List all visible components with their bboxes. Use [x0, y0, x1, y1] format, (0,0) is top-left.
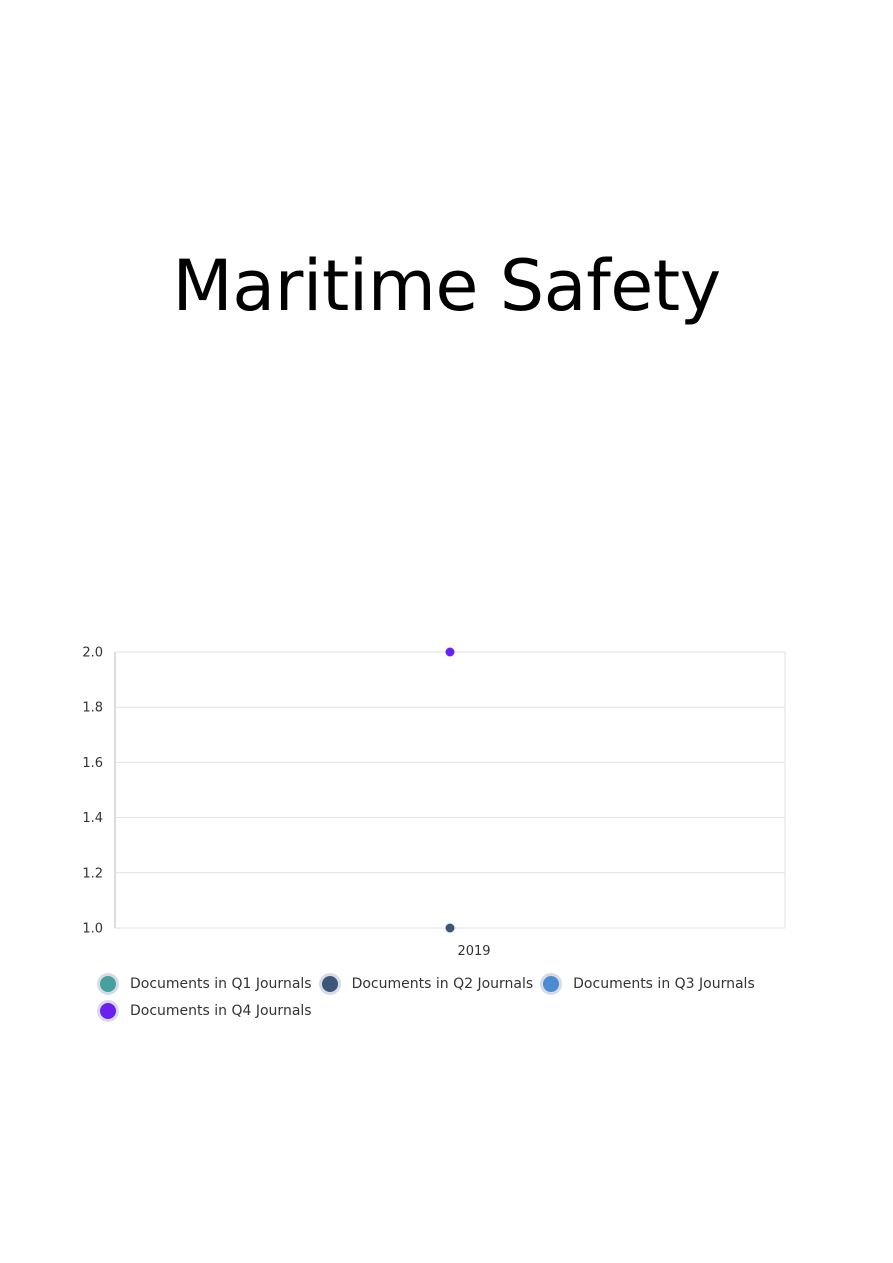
tick-labels: 1.0 1.2 1.4 1.6 1.8 2.0 2019: [82, 646, 490, 960]
data-points: [445, 647, 455, 933]
y-tick-label: 2.0: [82, 646, 103, 661]
legend-item[interactable]: Documents in Q3 Journals: [539, 972, 755, 995]
data-point: [445, 923, 455, 933]
legend-label: Documents in Q1 Journals: [130, 975, 312, 992]
y-tick-label: 1.0: [82, 922, 103, 937]
legend-label: Documents in Q3 Journals: [573, 975, 755, 992]
legend-row: Documents in Q4 Journals: [96, 997, 796, 1024]
y-tick-label: 1.8: [82, 701, 103, 716]
legend-swatch-icon: [318, 972, 341, 995]
page-title: Maritime Safety: [172, 245, 721, 327]
x-tick-label: 2019: [457, 944, 490, 959]
chart-legend: Documents in Q1 Journals Documents in Q2 …: [96, 970, 796, 1024]
grid-lines: [115, 651, 785, 929]
y-tick-label: 1.2: [82, 866, 103, 881]
legend-item[interactable]: Documents in Q1 Journals: [96, 972, 312, 995]
legend-item[interactable]: Documents in Q4 Journals: [96, 999, 312, 1022]
legend-swatch-icon: [97, 999, 119, 1022]
legend-label: Documents in Q2 Journals: [351, 975, 534, 992]
legend-swatch-icon: [97, 972, 119, 995]
legend-label: Documents in Q4 Journals: [130, 1002, 312, 1019]
legend-swatch-icon: [540, 972, 563, 995]
legend-item[interactable]: Documents in Q2 Journals: [318, 972, 534, 995]
y-tick-label: 1.4: [82, 811, 103, 826]
chart-axes: [114, 652, 786, 929]
y-tick-label: 1.6: [82, 756, 103, 771]
legend-row: Documents in Q1 Journals Documents in Q2 …: [96, 970, 796, 997]
data-point: [445, 647, 455, 657]
